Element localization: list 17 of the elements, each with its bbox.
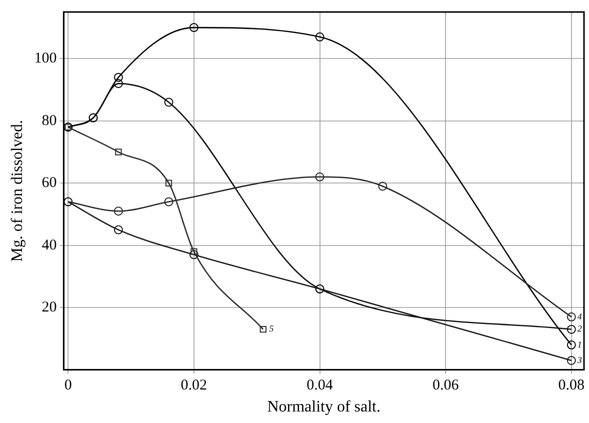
y-axis-title: Mg. of iron dissolved. (8, 120, 26, 262)
x-tick-label: 0 (64, 378, 72, 394)
x-tick-label: 0.02 (180, 378, 208, 394)
x-tick-label: 0.04 (306, 378, 334, 394)
y-tick-label: 40 (42, 237, 57, 254)
series-label: 3 (576, 354, 582, 365)
y-tick-label: 100 (34, 50, 57, 67)
x-tick-label: 0.06 (432, 378, 460, 394)
series-label: 4 (577, 311, 582, 322)
series-label: 5 (269, 324, 274, 334)
series-label: 1 (577, 339, 582, 350)
x-tick-label: 0.08 (558, 378, 585, 394)
y-tick-label: 80 (42, 112, 57, 129)
y-tick-label: 20 (42, 300, 57, 316)
series-label: 2 (577, 324, 582, 334)
y-tick-label: 60 (42, 175, 57, 192)
x-axis-title: Normality of salt. (267, 398, 381, 416)
